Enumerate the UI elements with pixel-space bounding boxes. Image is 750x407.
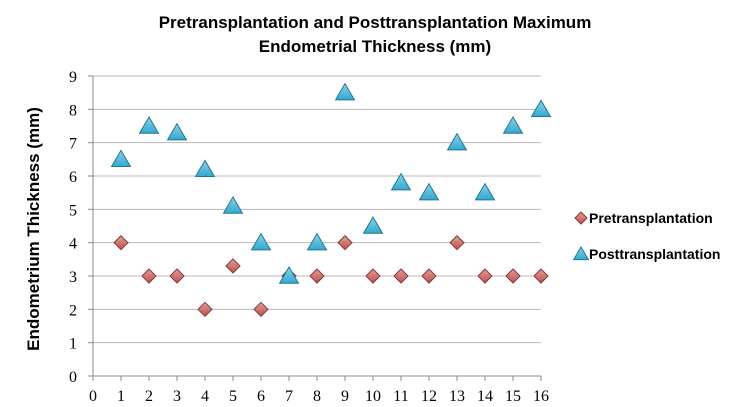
pre-data-point <box>365 268 381 284</box>
x-tick-label: 9 <box>341 388 349 405</box>
x-tick-label: 4 <box>201 388 209 405</box>
x-tick-label: 1 <box>117 388 125 405</box>
x-tick-label: 7 <box>285 388 293 405</box>
post-data-point <box>250 232 272 251</box>
post-data-point <box>166 122 188 141</box>
y-axis-label: Endometrium Thickness (mm) <box>24 107 43 351</box>
legend-label: Posttransplantation <box>589 246 720 262</box>
y-tick-label: 2 <box>69 302 77 319</box>
post-data-point <box>222 196 244 214</box>
y-tick-label: 4 <box>69 236 77 253</box>
x-tick-label: 6 <box>257 388 265 405</box>
chart-title-line1: Pretransplantation and Posttransplantati… <box>159 13 592 32</box>
gridlines <box>93 75 541 344</box>
post-data-point <box>334 82 356 101</box>
y-tick-label: 0 <box>69 369 77 386</box>
legend-marker <box>574 211 588 225</box>
x-tick-label: 10 <box>365 388 381 405</box>
post-data-point <box>138 116 160 134</box>
x-tick-label: 11 <box>393 388 408 405</box>
y-tick-label: 5 <box>69 202 77 219</box>
post-data-point <box>418 182 440 201</box>
x-tick-label: 13 <box>449 388 465 405</box>
post-data-point <box>474 182 496 201</box>
post-data-point <box>390 172 412 191</box>
pre-data-point <box>533 268 549 284</box>
legend-marker <box>572 246 590 261</box>
legend: Pretransplantation Posttransplantation <box>572 210 720 262</box>
post-data-point <box>362 216 384 234</box>
x-tick-label: 15 <box>505 388 521 405</box>
x-tick-label: 12 <box>421 388 437 405</box>
axes <box>88 75 542 381</box>
pre-data-point <box>197 301 213 318</box>
pre-data-point <box>477 268 493 284</box>
series-posttransplantation <box>110 82 552 284</box>
post-data-point <box>110 149 132 168</box>
pre-data-point <box>337 234 353 251</box>
x-tick-label: 5 <box>229 388 237 405</box>
legend-label: Pretransplantation <box>589 210 713 226</box>
data-series <box>110 82 552 318</box>
pre-data-point <box>393 268 409 284</box>
series-pretransplantation <box>113 234 549 318</box>
chart-title-line2: Endometrial Thickness (mm) <box>259 37 491 56</box>
post-data-point <box>446 132 468 151</box>
y-tick-label: 7 <box>69 136 77 153</box>
pre-data-point <box>113 234 129 251</box>
pre-data-point <box>309 268 325 284</box>
x-tick-label: 3 <box>173 388 181 405</box>
post-data-point <box>278 266 300 284</box>
post-data-point <box>306 232 328 251</box>
x-tick-label: 8 <box>313 388 321 405</box>
pre-data-point <box>141 268 157 284</box>
post-data-point <box>502 116 524 134</box>
post-data-point <box>530 99 552 118</box>
pre-data-point <box>505 268 521 284</box>
pre-data-point <box>421 268 437 284</box>
x-tick-label: 16 <box>533 388 549 405</box>
y-tick-label: 6 <box>69 169 77 186</box>
pre-data-point <box>449 234 465 251</box>
x-tick-label: 0 <box>89 388 97 405</box>
y-tick-label: 1 <box>69 336 77 353</box>
y-tick-label: 3 <box>69 269 77 286</box>
x-tick-label: 2 <box>145 388 153 405</box>
x-tick-label: 14 <box>477 388 493 405</box>
pre-data-point <box>225 258 241 274</box>
y-tick-label: 9 <box>69 69 77 86</box>
pre-data-point <box>169 268 185 284</box>
post-data-point <box>194 159 216 178</box>
pre-data-point <box>253 301 269 318</box>
y-tick-label: 8 <box>69 102 77 119</box>
